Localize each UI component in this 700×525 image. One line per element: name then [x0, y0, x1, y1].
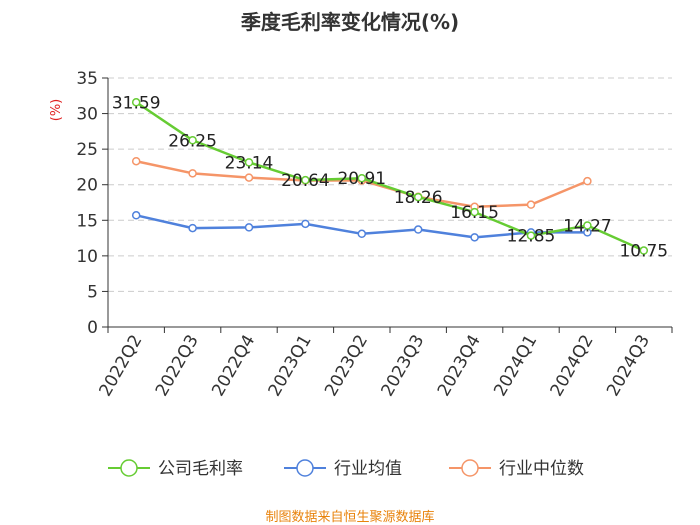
data-point: [413, 225, 423, 234]
data-point: [526, 200, 536, 209]
data-point: [583, 176, 592, 186]
y-tick-label: 25: [76, 140, 98, 160]
data-point: [188, 223, 197, 233]
legend-marker: [120, 459, 138, 477]
data-label: 20.64: [281, 171, 330, 191]
legend-marker: [461, 459, 479, 477]
x-tick-label: 2023Q3: [377, 332, 428, 400]
y-tick-label: 5: [87, 282, 98, 302]
x-tick-label: 2024Q2: [547, 332, 598, 400]
x-tick-label: 2022Q3: [152, 332, 203, 400]
data-label: 12.85: [507, 227, 556, 247]
series-lines: [131, 98, 649, 255]
data-point: [526, 231, 536, 240]
chart-title: 季度毛利率变化情况(%): [240, 10, 460, 34]
legend-label: 行业均值: [334, 459, 402, 479]
data-point: [470, 207, 479, 217]
data-point: [357, 229, 367, 239]
y-tick-label: 35: [76, 69, 98, 89]
x-tick-label: 2022Q4: [208, 332, 259, 400]
x-tick-label: 2023Q2: [321, 332, 372, 400]
x-tick-label: 2022Q2: [95, 332, 146, 400]
data-label: 18.26: [394, 188, 443, 208]
data-label: 14.27: [563, 216, 612, 236]
data-point: [131, 211, 141, 220]
data-labels: 31.59 26.25 23.14 20.64 20.91 18.26 16.15 12.85…: [112, 93, 668, 261]
data-point: [301, 175, 310, 185]
data-label: 26.25: [168, 131, 217, 151]
y-tick-label: 10: [76, 247, 98, 267]
data-point: [188, 169, 197, 178]
data-point: [357, 173, 367, 183]
data-point: [470, 233, 479, 242]
y-tick-label: 30: [76, 105, 98, 125]
data-point: [131, 156, 141, 166]
data-point: [583, 221, 592, 230]
y-tick-label: 0: [87, 318, 98, 338]
data-point: [244, 223, 254, 232]
y-tick-label: 15: [76, 211, 98, 231]
data-label: 23.14: [225, 153, 274, 173]
data-point: [131, 98, 141, 107]
x-tick-label: 2023Q4: [434, 331, 485, 399]
data-label: 10.75: [619, 242, 668, 262]
y-axis-label: (%): [49, 99, 64, 122]
data-point: [244, 158, 254, 167]
source-note: 制图数据来自恒生聚源数据库: [265, 510, 435, 525]
x-tick-label: 2024Q1: [490, 332, 541, 400]
y-tick-label: 20: [76, 176, 98, 196]
data-label: 31.59: [112, 93, 161, 113]
data-label: 20.91: [337, 169, 386, 189]
legend-label: 行业中位数: [499, 459, 584, 479]
x-tick-label: 2024Q3: [603, 332, 654, 400]
legend: 公司毛利率 行业均值 行业中位数: [108, 459, 584, 479]
data-point: [639, 246, 649, 255]
data-point: [413, 192, 423, 202]
x-tick-label: 2023Q1: [265, 332, 316, 400]
data-label: 16.15: [450, 203, 499, 223]
legend-label: 公司毛利率: [158, 459, 243, 479]
data-point: [188, 136, 197, 145]
grid-lines: [108, 77, 672, 292]
series-line: [135, 101, 645, 252]
legend-marker: [296, 459, 314, 477]
data-point: [301, 219, 310, 229]
data-point: [244, 173, 254, 182]
